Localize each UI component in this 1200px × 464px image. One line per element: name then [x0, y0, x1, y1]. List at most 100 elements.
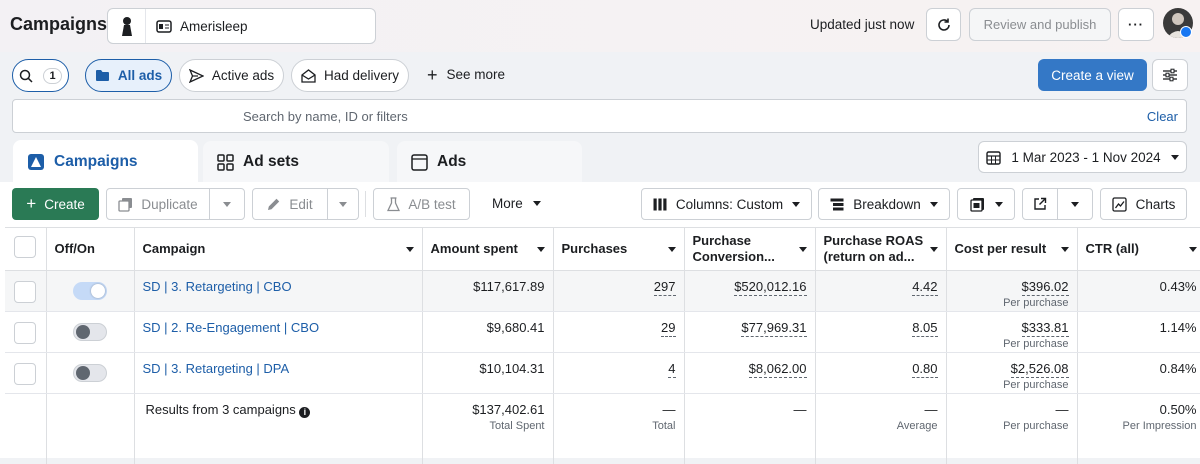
summary-roas-cell: — Average: [815, 393, 947, 464]
charts-button[interactable]: Charts: [1100, 188, 1187, 220]
tab-campaigns[interactable]: Campaigns: [13, 140, 198, 184]
ad-account-icon: [156, 19, 172, 33]
search-filter-button[interactable]: 1: [12, 59, 69, 92]
envelope-open-icon: [301, 68, 316, 83]
sort-caret-icon[interactable]: [1188, 247, 1197, 252]
duplicate-dropdown[interactable]: [209, 188, 245, 220]
campaign-name-link[interactable]: SD | 2. Re-Engagement | CBO: [142, 320, 320, 335]
columns-button[interactable]: Columns: Custom: [641, 188, 812, 220]
pencil-icon: [268, 198, 280, 210]
campaign-toggle[interactable]: [73, 323, 107, 341]
tab-ad-sets-label: Ad sets: [243, 153, 299, 170]
duplicate-label: Duplicate: [141, 196, 198, 212]
date-range-picker[interactable]: 1 Mar 2023 - 1 Nov 2024: [978, 141, 1187, 173]
campaign-header-label: Campaign: [142, 241, 206, 256]
campaign-toggle[interactable]: [73, 282, 107, 300]
account-selector[interactable]: Amerisleep: [107, 8, 376, 44]
table-row[interactable]: SD | 2. Re-Engagement | CBO $9,680.41 29…: [5, 311, 1200, 353]
summary-purchases-cell: — Total: [553, 393, 685, 464]
tab-campaigns-label: Campaigns: [54, 153, 138, 170]
sort-caret-icon[interactable]: [1060, 247, 1069, 252]
sort-caret-icon[interactable]: [798, 247, 807, 252]
more-actions-button[interactable]: More: [492, 196, 541, 211]
ab-test-button[interactable]: A/B test: [373, 188, 470, 220]
column-header-cost-per-result[interactable]: Cost per result: [946, 227, 1078, 271]
updated-status: Updated just now: [810, 17, 915, 32]
more-options-button[interactable]: ···: [1118, 8, 1154, 41]
summary-pcv: —: [793, 402, 807, 417]
had-delivery-filter[interactable]: Had delivery: [291, 59, 409, 92]
pcv-value[interactable]: $520,012.16: [734, 279, 807, 296]
column-header-campaign[interactable]: Campaign: [134, 227, 423, 271]
sort-caret-icon[interactable]: [667, 247, 676, 252]
campaign-icon: [28, 154, 44, 170]
campaign-name-link[interactable]: SD | 3. Retargeting | DPA: [142, 361, 290, 376]
toggle-cell: [46, 270, 135, 312]
summary-amount-cell: $137,402.61 Total Spent: [422, 393, 554, 464]
create-view-button[interactable]: Create a view: [1038, 59, 1147, 91]
row-checkbox[interactable]: [14, 281, 37, 303]
info-icon[interactable]: i: [299, 407, 311, 418]
column-header-purchase-conversion[interactable]: Purchase Conversion...: [684, 227, 816, 271]
breakdown-button[interactable]: Breakdown: [818, 188, 950, 220]
roas-cell: 4.42: [815, 270, 947, 312]
edit-dropdown[interactable]: [327, 188, 359, 220]
column-header-amount-spent[interactable]: Amount spent: [422, 227, 554, 271]
campaign-toggle[interactable]: [73, 364, 107, 382]
summary-amount-sublabel: Total Spent: [489, 420, 545, 432]
roas-value[interactable]: 4.42: [912, 279, 938, 296]
search-input[interactable]: Search by name, ID or filters: [243, 109, 408, 124]
campaign-name-link[interactable]: SD | 3. Retargeting | CBO: [142, 279, 292, 294]
search-bar[interactable]: Search by name, ID or filters Clear: [12, 99, 1187, 133]
sort-caret-icon[interactable]: [929, 247, 938, 252]
chevron-down-icon: [792, 201, 801, 207]
ab-test-label: A/B test: [408, 196, 456, 212]
all-ads-filter[interactable]: All ads: [85, 59, 172, 92]
cpr-value[interactable]: $2,526.08: [1010, 361, 1069, 378]
campaign-name-cell: SD | 2. Re-Engagement | CBO: [134, 311, 423, 353]
roas-value[interactable]: 8.05: [912, 320, 938, 337]
export-button[interactable]: [1022, 188, 1058, 220]
roas-value[interactable]: 0.80: [912, 361, 938, 378]
see-more-button[interactable]: + See more: [427, 64, 505, 85]
plus-icon: +: [427, 64, 438, 85]
tab-ad-sets[interactable]: Ad sets: [203, 141, 389, 183]
review-publish-button[interactable]: Review and publish: [969, 8, 1111, 41]
column-header-purchases[interactable]: Purchases: [553, 227, 685, 271]
export-dropdown[interactable]: [1057, 188, 1093, 220]
cpr-value[interactable]: $333.81: [1021, 320, 1069, 337]
cpr-value[interactable]: $396.02: [1021, 279, 1069, 296]
purchases-value[interactable]: 4: [668, 361, 676, 378]
table-row[interactable]: SD | 3. Retargeting | DPA $10,104.31 4 $…: [5, 352, 1200, 394]
edit-button[interactable]: Edit: [252, 188, 328, 220]
active-ads-filter[interactable]: Active ads: [179, 59, 284, 92]
amount-header-label: Amount spent: [430, 241, 518, 256]
sort-caret-icon[interactable]: [405, 247, 414, 252]
sort-caret-icon[interactable]: [536, 247, 545, 252]
chevron-down-icon: [929, 201, 938, 207]
purchases-value[interactable]: 29: [661, 320, 676, 337]
row-checkbox[interactable]: [14, 363, 37, 385]
clear-search-button[interactable]: Clear: [1146, 109, 1178, 124]
purchases-value[interactable]: 297: [653, 279, 676, 296]
create-button[interactable]: + Create: [12, 188, 99, 220]
refresh-button[interactable]: [926, 8, 961, 41]
tab-ads-label: Ads: [437, 153, 467, 170]
tab-ads[interactable]: Ads: [397, 141, 582, 183]
reports-button[interactable]: [957, 188, 1015, 220]
pcv-value[interactable]: $77,969.31: [741, 320, 807, 337]
duplicate-button[interactable]: Duplicate: [106, 188, 210, 220]
summary-ctr-sublabel: Per Impression: [1122, 420, 1197, 432]
select-all-checkbox[interactable]: [14, 236, 37, 258]
search-icon: [20, 69, 33, 83]
view-settings-button[interactable]: [1152, 59, 1188, 91]
pcv-value[interactable]: $8,062.00: [748, 361, 807, 378]
column-header-ctr[interactable]: CTR (all): [1077, 227, 1200, 271]
column-header-purchase-roas[interactable]: Purchase ROAS (return on ad...: [815, 227, 947, 271]
account-name: Amerisleep: [180, 18, 248, 34]
create-label: Create: [44, 196, 85, 212]
table-row[interactable]: SD | 3. Retargeting | CBO $117,617.89 29…: [5, 270, 1200, 312]
roas-header-line1: Purchase ROAS: [823, 233, 924, 248]
purchases-cell: 29: [553, 311, 685, 353]
row-checkbox[interactable]: [14, 322, 37, 344]
